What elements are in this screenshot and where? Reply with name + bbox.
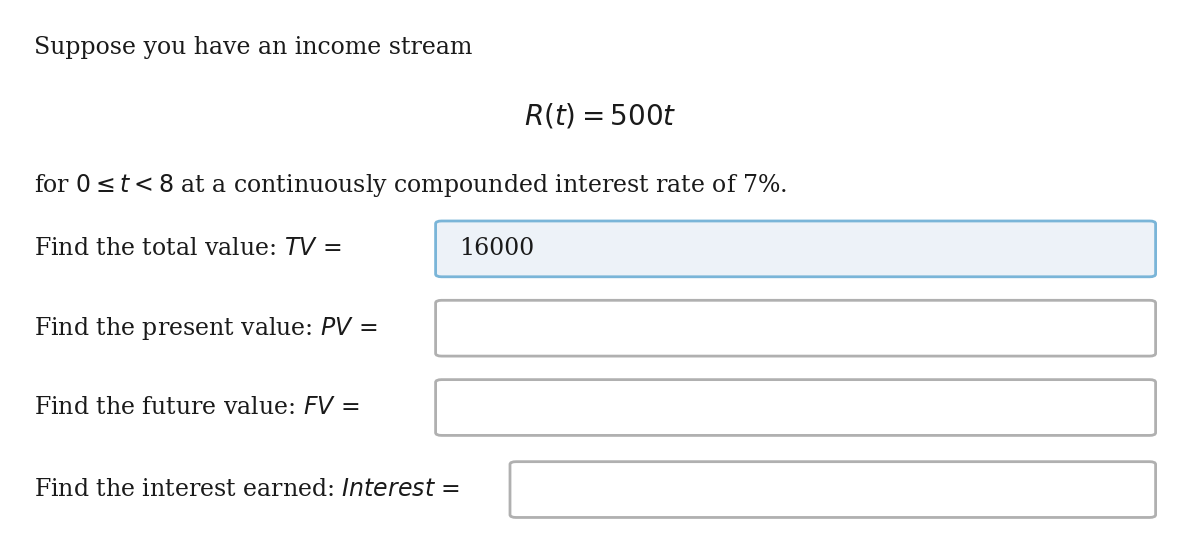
Text: $R(t) = 500t$: $R(t) = 500t$: [523, 101, 677, 130]
FancyBboxPatch shape: [436, 221, 1156, 277]
Text: 16000: 16000: [460, 237, 535, 260]
Text: Find the interest earned: $\mathit{Interest}$ =: Find the interest earned: $\mathit{Inter…: [34, 478, 460, 501]
FancyBboxPatch shape: [436, 300, 1156, 356]
Text: for $0 \leq t < 8$ at a continuously compounded interest rate of 7%.: for $0 \leq t < 8$ at a continuously com…: [34, 172, 787, 199]
Text: Suppose you have an income stream: Suppose you have an income stream: [34, 36, 472, 59]
Text: Find the present value: $\mathit{PV}$ =: Find the present value: $\mathit{PV}$ =: [34, 315, 377, 342]
FancyBboxPatch shape: [510, 462, 1156, 517]
Text: Find the total value: $\mathit{TV}$ =: Find the total value: $\mathit{TV}$ =: [34, 237, 341, 260]
Text: Find the future value: $\mathit{FV}$ =: Find the future value: $\mathit{FV}$ =: [34, 396, 359, 419]
FancyBboxPatch shape: [436, 380, 1156, 435]
